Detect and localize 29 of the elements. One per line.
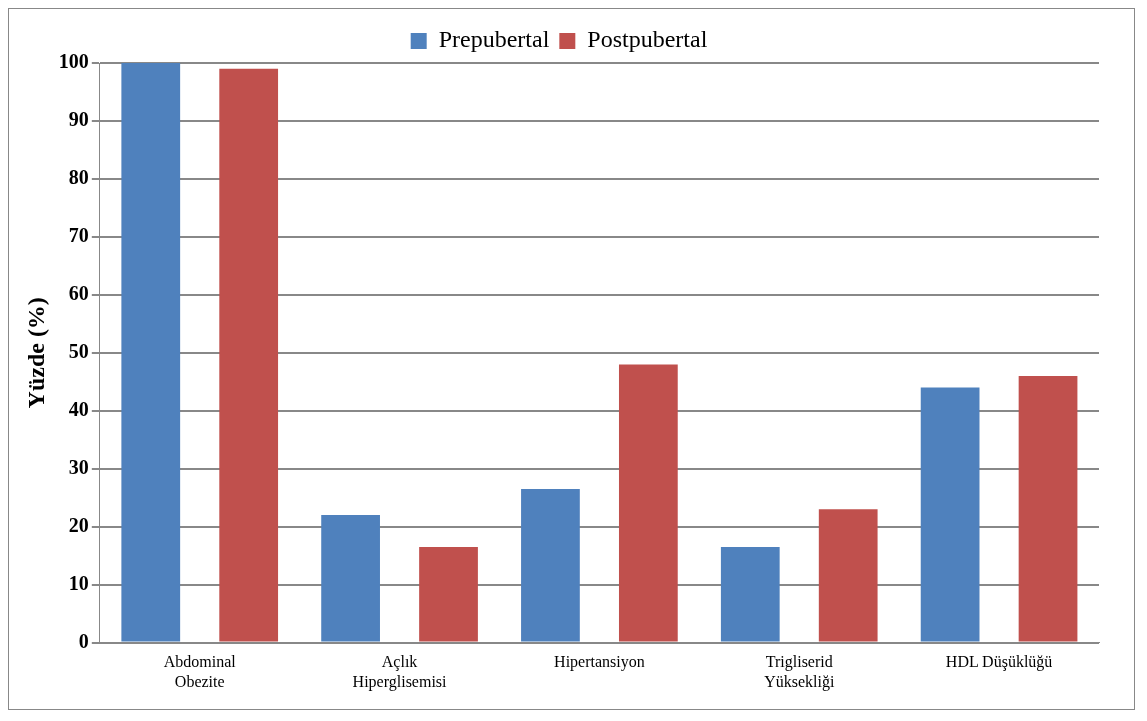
y-tick-label: 10 <box>68 571 89 594</box>
legend-label: Prepubertal <box>438 26 550 53</box>
legend-label: Postpubertal <box>587 26 708 53</box>
bar <box>419 546 478 642</box>
x-tick-label: Hipertansiyon <box>554 653 645 672</box>
y-tick-label: 60 <box>68 282 89 305</box>
bar <box>321 515 380 642</box>
x-tick-label: Açlık Hiperglisemisi <box>352 653 448 691</box>
bar <box>121 63 181 642</box>
y-axis-title: Yüzde (%) <box>22 297 49 409</box>
x-tick-label: HDL Düşüklüğü <box>945 653 1053 672</box>
bar <box>720 546 780 642</box>
bar <box>818 509 878 642</box>
x-tick-label: Abdominal Obezite <box>163 653 237 690</box>
bar <box>1018 375 1078 642</box>
y-tick-label: 100 <box>58 50 89 73</box>
y-tick-label: 0 <box>78 629 89 652</box>
y-tick-label: 70 <box>68 224 89 247</box>
x-tick-label: Trigliserid Yüksekliği <box>764 653 835 691</box>
y-tick-label: 30 <box>68 455 89 478</box>
y-tick-label: 80 <box>68 166 89 189</box>
y-tick-label: 90 <box>68 108 89 131</box>
y-tick-label: 50 <box>68 339 89 362</box>
y-tick-label: 20 <box>68 513 89 536</box>
bar <box>618 364 678 642</box>
y-tick-label: 40 <box>68 397 89 420</box>
bar <box>521 489 580 642</box>
bar <box>219 68 279 642</box>
bar <box>920 387 980 642</box>
